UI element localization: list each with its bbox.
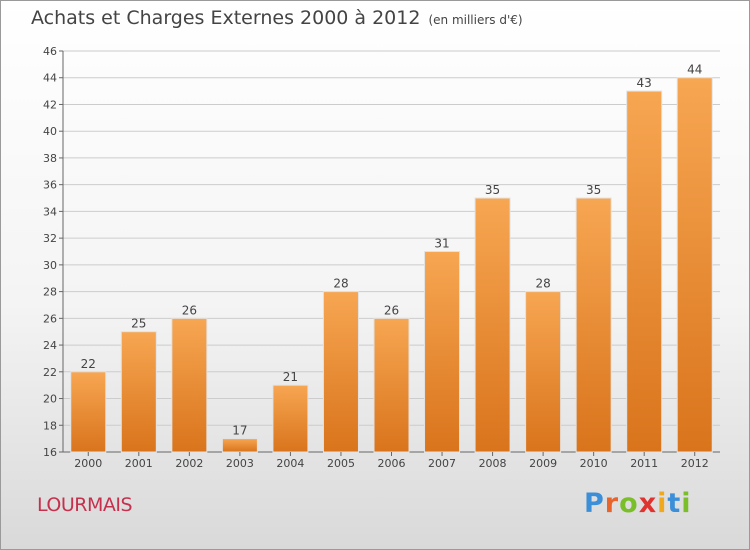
logo-letter: r [604,488,620,519]
subtitle-text: (en milliers d'€) [428,13,523,27]
y-tick-label: 40 [43,125,57,138]
bar [373,317,410,453]
data-label: 26 [384,303,399,317]
x-tick-label: 2007 [428,457,456,470]
bar [120,331,157,453]
x-tick-label: 2004 [276,457,304,470]
bar [171,317,208,453]
y-tick-label: 42 [43,98,57,111]
chart-title: Achats et Charges Externes 2000 à 2012 (e… [31,7,523,29]
proxiti-logo[interactable]: Proxiti [584,488,692,519]
y-tick-label: 24 [43,339,57,352]
y-tick-label: 44 [43,72,57,85]
bar [525,291,562,453]
y-tick-label: 46 [43,45,57,58]
x-tick-label: 2005 [327,457,355,470]
x-tick-label: 2008 [479,457,507,470]
data-label: 28 [333,277,348,291]
data-label: 43 [637,76,652,90]
x-tick-label: 2012 [681,457,709,470]
x-tick-label: 2000 [74,457,102,470]
data-label: 25 [131,317,146,331]
y-tick-label: 30 [43,259,57,272]
y-tick-label: 32 [43,232,57,245]
x-tick-label: 2010 [580,457,608,470]
bar [626,90,663,453]
x-tick-label: 2006 [378,457,406,470]
data-label: 35 [586,183,601,197]
logo-letter: t [667,488,682,519]
bar [221,438,258,453]
logo-letter: i [681,488,692,519]
data-label: 21 [283,370,298,384]
bar [322,291,359,453]
x-tick-label: 2001 [125,457,153,470]
logo-letter: x [638,488,658,519]
y-tick-label: 28 [43,286,57,299]
data-label: 17 [232,424,247,438]
data-label: 31 [434,237,449,251]
y-tick-label: 20 [43,393,57,406]
y-tick-label: 38 [43,152,57,165]
data-label: 35 [485,183,500,197]
y-tick-label: 26 [43,312,57,325]
y-tick-label: 36 [43,179,57,192]
bar [272,384,309,453]
logo-letter: i [657,488,668,519]
y-tick-label: 22 [43,366,57,379]
x-tick-label: 2003 [226,457,254,470]
logo-letter: P [584,488,605,519]
x-tick-label: 2011 [630,457,658,470]
place-name: LOURMAIS [37,494,133,516]
bar [474,197,511,453]
data-label: 26 [182,303,197,317]
bar [575,197,612,453]
y-tick-label: 16 [43,446,57,459]
data-label: 28 [535,277,550,291]
bar [676,77,713,453]
logo-letter: o [619,488,639,519]
x-tick-label: 2002 [175,457,203,470]
x-tick-label: 2009 [529,457,557,470]
y-tick-label: 18 [43,419,57,432]
bar [424,251,461,453]
data-label: 22 [81,357,96,371]
bar [70,371,107,453]
title-text: Achats et Charges Externes 2000 à 2012 [31,7,421,29]
data-label: 44 [687,63,702,77]
y-tick-label: 34 [43,205,57,218]
